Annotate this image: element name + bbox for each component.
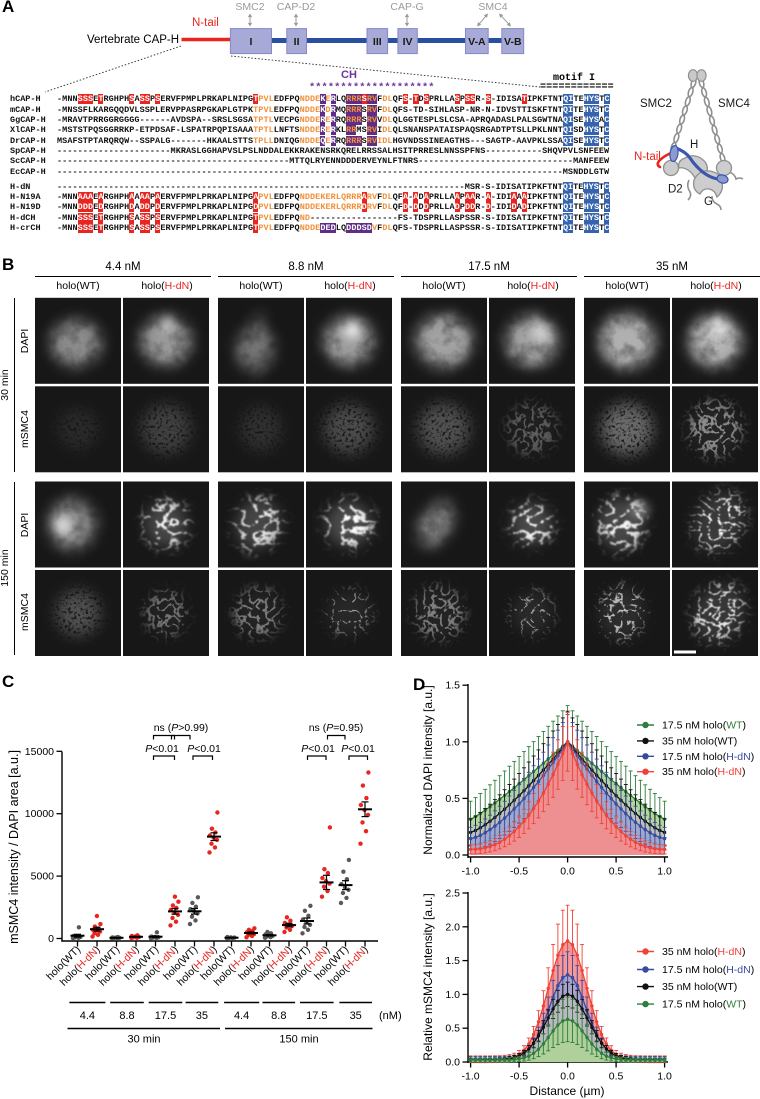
svg-text:1.0: 1.0 (657, 866, 672, 878)
svg-text:35 nM holo(WT): 35 nM holo(WT) (662, 735, 737, 747)
svg-text:G: G (704, 196, 713, 208)
svg-text:0.5: 0.5 (445, 1023, 460, 1035)
svg-text:-0.5: -0.5 (510, 866, 528, 878)
svg-text:4.4: 4.4 (80, 1010, 95, 1022)
svg-text:N-tail: N-tail (634, 151, 661, 163)
svg-text:17.5 nM holo(WT): 17.5 nM holo(WT) (662, 999, 746, 1011)
svg-text:17.5 nM holo(WT): 17.5 nM holo(WT) (662, 720, 746, 732)
svg-text:17.5 nM holo(H-dN): 17.5 nM holo(H-dN) (662, 964, 754, 976)
svg-text:SMC2: SMC2 (640, 98, 672, 110)
svg-text:Distance (µm): Distance (µm) (530, 1084, 605, 1098)
svg-text:1.0: 1.0 (445, 989, 460, 1001)
svg-text:4.4: 4.4 (234, 1010, 249, 1022)
svg-text:8.8: 8.8 (271, 1010, 286, 1022)
svg-text:SMC4: SMC4 (478, 1, 507, 13)
svg-text:2.5: 2.5 (445, 888, 460, 900)
svg-text:1.0: 1.0 (657, 1071, 672, 1083)
svg-text:17.5: 17.5 (155, 1010, 176, 1022)
svg-text:P<0.01: P<0.01 (145, 743, 179, 755)
svg-text:II: II (294, 36, 300, 48)
svg-text:35 nM holo(WT): 35 nM holo(WT) (662, 981, 737, 993)
svg-text:-1.0: -1.0 (462, 1071, 480, 1083)
svg-text:H: H (690, 139, 698, 151)
svg-text:17.5 nM holo(H-dN): 17.5 nM holo(H-dN) (662, 751, 754, 763)
svg-text:(nM): (nM) (379, 1010, 402, 1022)
svg-text:ns (P=0.95): ns (P=0.95) (309, 722, 364, 734)
svg-text:Relative mSMC4 intensity [a.u.: Relative mSMC4 intensity [a.u.] (421, 893, 435, 1060)
svg-text:0.0: 0.0 (560, 866, 575, 878)
svg-text:0: 0 (48, 933, 54, 945)
svg-text:2.0: 2.0 (445, 921, 460, 933)
svg-text:0.5: 0.5 (445, 793, 460, 805)
svg-text:-1.0: -1.0 (462, 866, 480, 878)
svg-text:35 nM holo(H-dN): 35 nM holo(H-dN) (662, 766, 745, 778)
svg-text:Normalized DAPI intensity [a.u: Normalized DAPI intensity [a.u.] (421, 685, 435, 854)
svg-text:1.0: 1.0 (445, 736, 460, 748)
svg-text:SMC4: SMC4 (718, 98, 751, 110)
svg-text:0.5: 0.5 (609, 1071, 624, 1083)
svg-text:D2: D2 (668, 184, 683, 196)
svg-text:IV: IV (403, 36, 413, 48)
svg-text:mSMC4 intensity / DAPI area [a: mSMC4 intensity / DAPI area [a.u.] (7, 750, 21, 944)
svg-text:35: 35 (350, 1010, 362, 1022)
svg-text:8.8: 8.8 (119, 1010, 134, 1022)
svg-text:V-A: V-A (468, 36, 486, 48)
svg-text:P<0.01: P<0.01 (341, 743, 375, 755)
svg-text:35 nM holo(H-dN): 35 nM holo(H-dN) (662, 946, 745, 958)
svg-text:15000: 15000 (25, 746, 54, 758)
svg-text:CAP-D2: CAP-D2 (277, 1, 316, 13)
svg-text:10000: 10000 (25, 808, 54, 820)
svg-text:V-B: V-B (504, 36, 522, 48)
svg-text:1.5: 1.5 (445, 680, 460, 692)
svg-text:0.0: 0.0 (560, 1071, 575, 1083)
svg-text:CAP-G: CAP-G (390, 1, 423, 13)
svg-text:SMC2: SMC2 (235, 1, 264, 13)
svg-text:III: III (373, 36, 382, 48)
svg-text:0.0: 0.0 (445, 850, 460, 862)
svg-text:0.5: 0.5 (609, 866, 624, 878)
svg-text:0.0: 0.0 (445, 1057, 460, 1069)
svg-text:P<0.01: P<0.01 (301, 743, 335, 755)
svg-text:1.5: 1.5 (445, 955, 460, 967)
svg-text:150 min: 150 min (279, 1034, 318, 1046)
svg-text:30 min: 30 min (127, 1034, 160, 1046)
svg-text:5000: 5000 (31, 871, 55, 883)
svg-text:P<0.01: P<0.01 (187, 743, 221, 755)
svg-text:ns (P>0.99): ns (P>0.99) (154, 722, 209, 734)
svg-text:I: I (249, 36, 252, 48)
svg-text:17.5: 17.5 (306, 1010, 327, 1022)
svg-text:-0.5: -0.5 (510, 1071, 528, 1083)
svg-text:35: 35 (196, 1010, 208, 1022)
